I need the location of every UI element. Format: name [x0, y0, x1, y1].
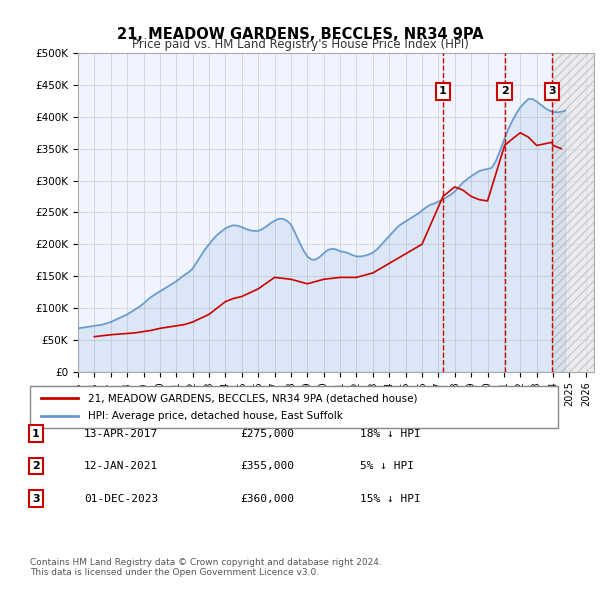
Text: Contains HM Land Registry data © Crown copyright and database right 2024.
This d: Contains HM Land Registry data © Crown c… — [30, 558, 382, 577]
Bar — [552, 53, 594, 372]
Text: 2: 2 — [500, 86, 508, 96]
Text: 18% ↓ HPI: 18% ↓ HPI — [360, 429, 421, 438]
Text: 2: 2 — [32, 461, 40, 471]
Text: 21, MEADOW GARDENS, BECCLES, NR34 9PA (detached house): 21, MEADOW GARDENS, BECCLES, NR34 9PA (d… — [88, 393, 418, 403]
Text: 5% ↓ HPI: 5% ↓ HPI — [360, 461, 414, 471]
Text: 21, MEADOW GARDENS, BECCLES, NR34 9PA: 21, MEADOW GARDENS, BECCLES, NR34 9PA — [116, 27, 484, 41]
Text: £360,000: £360,000 — [240, 494, 294, 503]
Text: 13-APR-2017: 13-APR-2017 — [84, 429, 158, 438]
Text: Price paid vs. HM Land Registry's House Price Index (HPI): Price paid vs. HM Land Registry's House … — [131, 38, 469, 51]
Text: 12-JAN-2021: 12-JAN-2021 — [84, 461, 158, 471]
Text: £275,000: £275,000 — [240, 429, 294, 438]
FancyBboxPatch shape — [30, 386, 558, 428]
Text: HPI: Average price, detached house, East Suffolk: HPI: Average price, detached house, East… — [88, 411, 343, 421]
Text: 15% ↓ HPI: 15% ↓ HPI — [360, 494, 421, 503]
Text: 3: 3 — [548, 86, 556, 96]
Bar — [552, 53, 594, 372]
Text: 1: 1 — [32, 429, 40, 438]
Text: 01-DEC-2023: 01-DEC-2023 — [84, 494, 158, 503]
Text: 1: 1 — [439, 86, 447, 96]
Text: £355,000: £355,000 — [240, 461, 294, 471]
Text: 3: 3 — [32, 494, 40, 503]
